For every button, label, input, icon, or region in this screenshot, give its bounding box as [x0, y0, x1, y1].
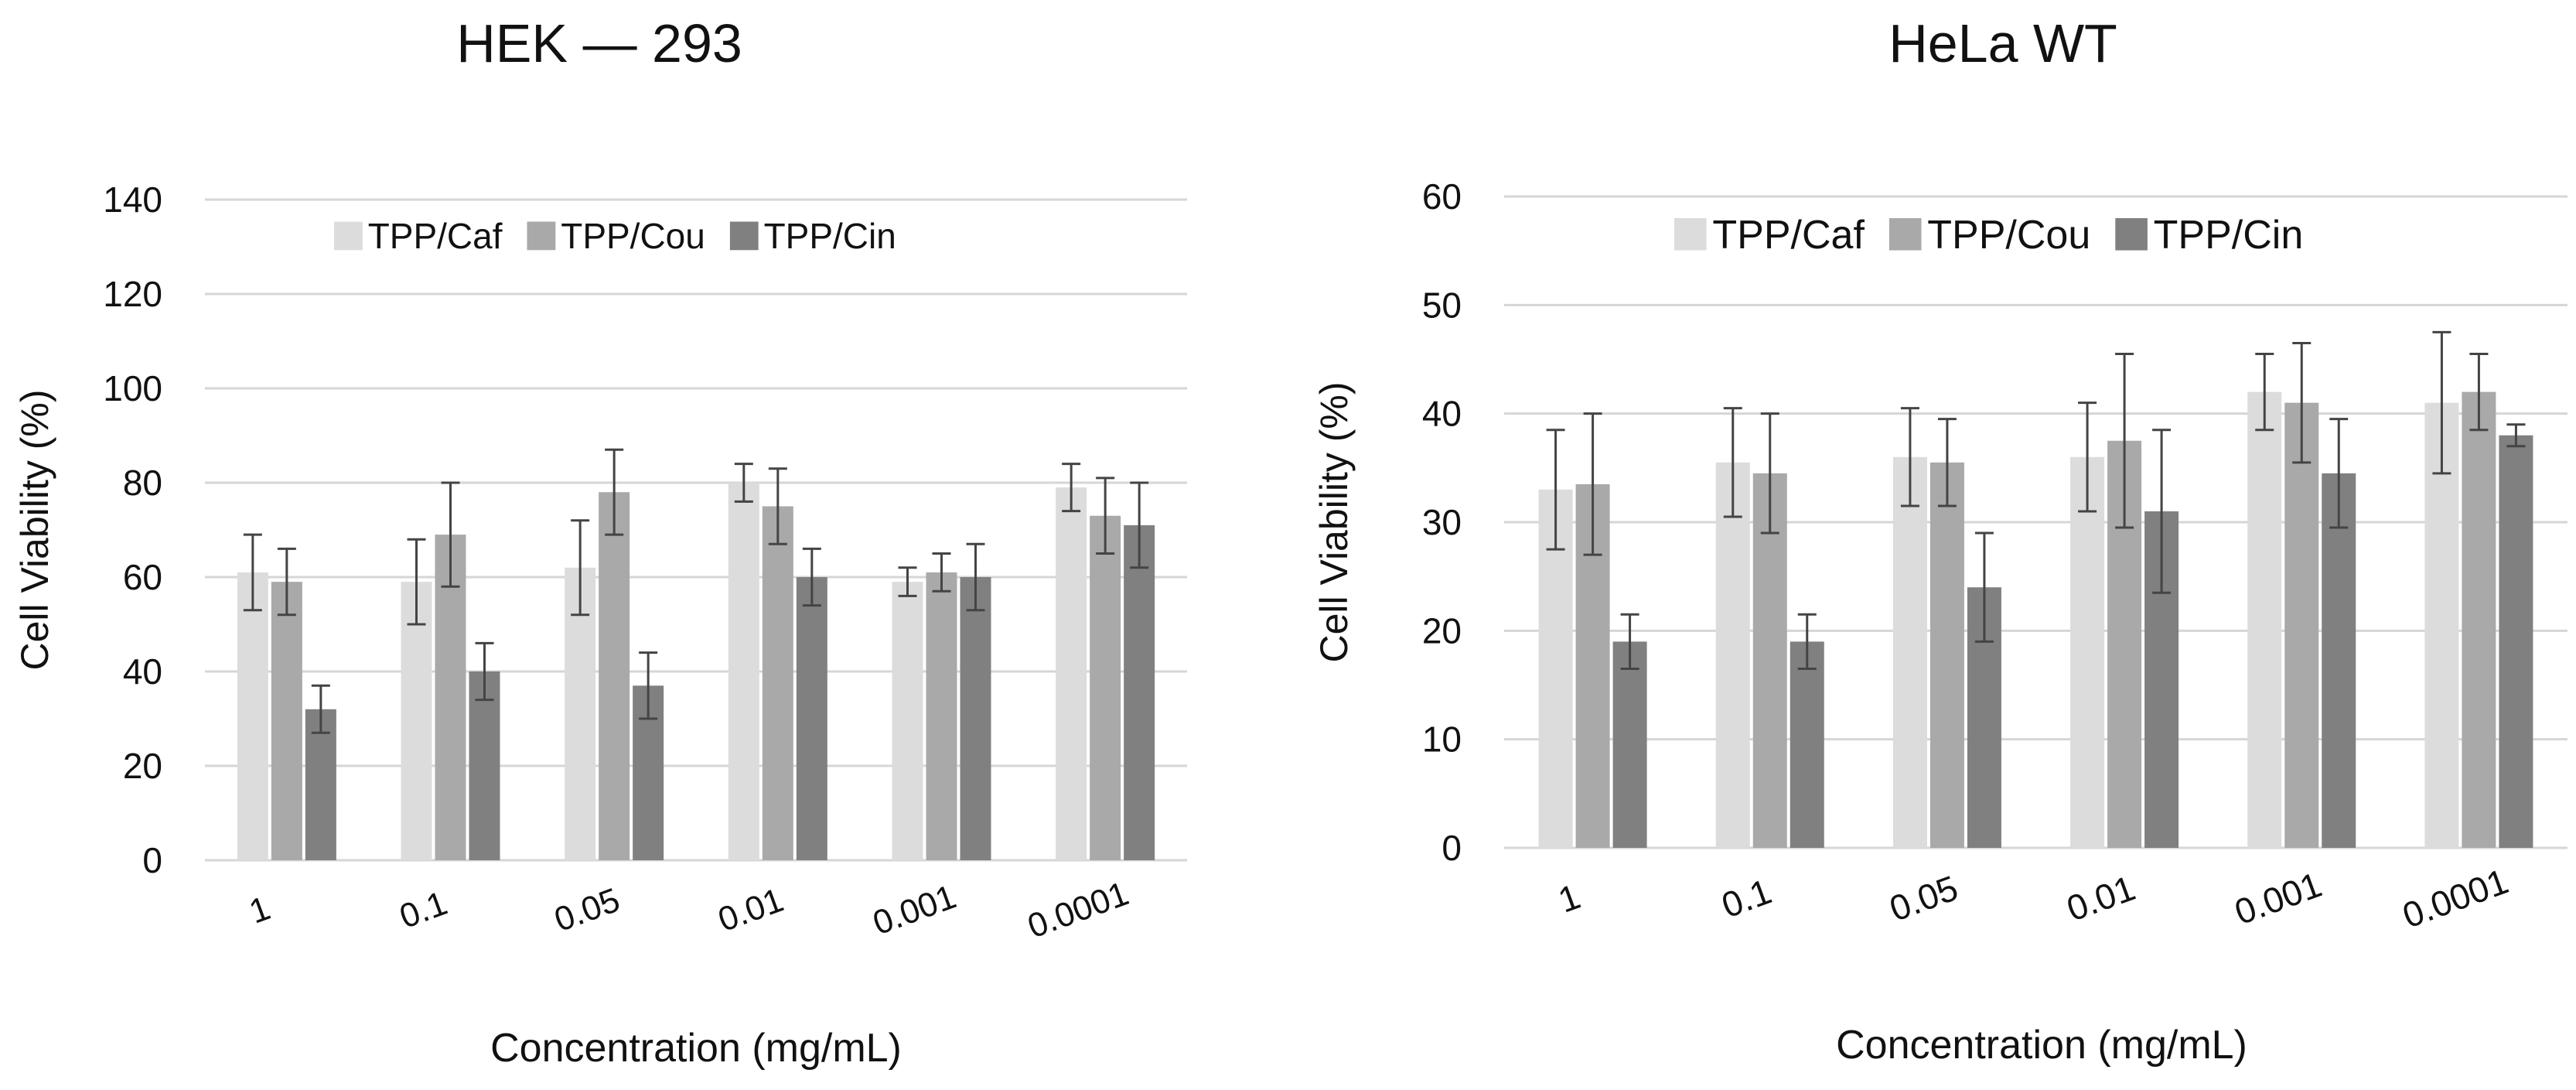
y-tick-label: 40 — [1422, 394, 1462, 434]
y-tick-label: 20 — [1422, 610, 1462, 651]
bar-tpp-cou — [271, 582, 302, 860]
bar-tpp-cin — [1612, 641, 1647, 848]
y-axis-label: Cell Viability (%) — [1312, 381, 1356, 662]
bar-tpp-caf — [2247, 391, 2282, 849]
x-tick-label: 0.1 — [394, 884, 452, 936]
x-tick-label: 0.01 — [713, 881, 788, 939]
x-tick-label: 0.05 — [550, 881, 625, 939]
y-tick-label: 40 — [123, 651, 162, 692]
x-tick-label: 0.0001 — [1023, 874, 1134, 945]
bar-tpp-cin — [796, 577, 827, 860]
x-tick-label: 0.0001 — [2397, 860, 2513, 935]
legend-swatch — [1888, 218, 1922, 251]
y-tick-label: 80 — [123, 463, 162, 503]
legend-label: TPP/Cou — [1927, 213, 2090, 258]
x-tick-label: 0.001 — [868, 878, 960, 943]
bar-tpp-cin — [305, 709, 336, 860]
bar-tpp-cou — [1752, 473, 1787, 848]
chart-title: HeLa WT — [1888, 13, 2117, 73]
y-axis-label: Cell Viability (%) — [13, 389, 56, 670]
bar-tpp-caf — [1892, 456, 1927, 848]
legend-label: TPP/Cin — [764, 216, 896, 256]
x-axis-label: Concentration (mg/mL) — [490, 1026, 902, 1071]
x-tick-label: 0.1 — [1716, 871, 1776, 926]
bar-tpp-cou — [1929, 462, 1964, 848]
legend-swatch — [527, 221, 556, 251]
chart-1: HEK — 293 0 20 40 60 80 100 120 140 Cell Viabilit… — [13, 13, 1187, 1071]
legend-label: TPP/Cou — [561, 216, 705, 256]
y-tick-label: 30 — [1422, 502, 1462, 542]
legend: TPP/Caf TPP/Cou TPP/Cin — [1674, 213, 2303, 258]
legend-swatch — [334, 221, 363, 251]
bar-tpp-caf — [401, 582, 432, 860]
x-tick-label: 0.01 — [2062, 867, 2141, 928]
bar-tpp-caf — [1056, 487, 1087, 860]
bar-tpp-caf — [2070, 456, 2105, 848]
x-tick-label: 1 — [1553, 876, 1585, 921]
bar-tpp-cou — [2284, 402, 2319, 848]
x-tick-label: 0.001 — [2230, 864, 2327, 932]
legend-swatch — [1674, 218, 1707, 251]
bar-tpp-caf — [728, 483, 759, 860]
x-tick-label: 0.05 — [1884, 867, 1963, 928]
legend: TPP/Caf TPP/Cou TPP/Cin — [334, 216, 896, 256]
legend-swatch — [2115, 218, 2148, 251]
y-tick-label: 60 — [123, 557, 162, 597]
bar-tpp-cin — [960, 577, 991, 860]
bar-tpp-caf — [892, 582, 923, 860]
bar-tpp-cou — [2462, 391, 2496, 849]
bar-tpp-cou — [926, 572, 957, 860]
bar-tpp-cou — [435, 535, 466, 860]
bar-tpp-caf — [565, 567, 596, 860]
bar-tpp-cou — [599, 492, 630, 860]
bar-tpp-cin — [2499, 435, 2533, 848]
y-tick-label: 0 — [1442, 828, 1462, 868]
legend-label: TPP/Caf — [1712, 213, 1865, 258]
x-axis-label: Concentration (mg/mL) — [1836, 1023, 2247, 1068]
y-tick-label: 100 — [103, 368, 162, 408]
bar-tpp-cin — [1790, 641, 1824, 848]
legend-label: TPP/Cin — [2154, 213, 2304, 258]
bar-tpp-cin — [1124, 524, 1155, 860]
y-tick-label: 0 — [142, 840, 162, 880]
y-tick-label: 50 — [1422, 285, 1462, 325]
bar-tpp-cin — [2322, 473, 2356, 848]
bar-tpp-cou — [1090, 515, 1121, 860]
y-tick-label: 10 — [1422, 719, 1462, 760]
legend-label: TPP/Caf — [368, 216, 503, 256]
bar-tpp-caf — [2424, 402, 2459, 848]
y-tick-label: 120 — [103, 274, 162, 314]
y-tick-label: 140 — [103, 179, 162, 220]
bar-tpp-cou — [762, 506, 793, 860]
x-tick-label: 1 — [244, 889, 275, 931]
chart-2: HeLa WT 0 10 20 30 40 50 60 Cell Viability (%) 1 0… — [1312, 13, 2567, 1068]
bar-tpp-cin — [469, 671, 500, 860]
bar-tpp-caf — [1715, 462, 1750, 848]
bar-tpp-caf — [237, 572, 268, 860]
chart-title: HEK — 293 — [456, 13, 742, 73]
legend-swatch — [729, 221, 759, 251]
y-tick-label: 20 — [123, 746, 162, 786]
y-tick-label: 60 — [1422, 176, 1462, 217]
